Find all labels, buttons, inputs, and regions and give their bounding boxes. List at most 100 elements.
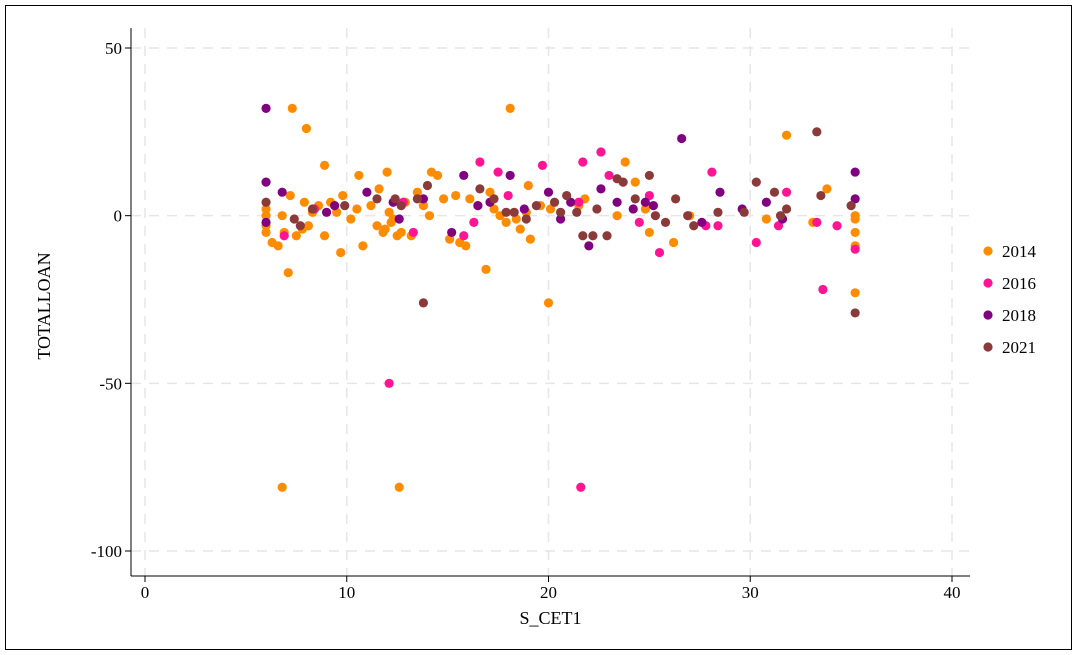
data-point (576, 482, 586, 492)
data-point (715, 187, 725, 197)
data-point (537, 160, 548, 170)
data-point (689, 221, 699, 231)
data-point (459, 231, 469, 241)
data-point (818, 284, 828, 295)
data-point (761, 197, 771, 207)
data-point (832, 221, 842, 231)
data-point (291, 231, 301, 241)
data-point (620, 157, 630, 167)
data-point (545, 204, 556, 214)
data-point (447, 227, 457, 238)
data-point (261, 211, 271, 221)
data-point (301, 123, 311, 134)
data-point (640, 197, 650, 207)
data-point (574, 197, 584, 207)
data-point (630, 194, 640, 204)
data-point (505, 103, 515, 113)
series-2016 (279, 147, 860, 492)
data-points (261, 103, 860, 492)
data-point (769, 187, 780, 197)
data-point (489, 204, 499, 214)
data-point (751, 237, 761, 248)
data-point (549, 197, 560, 207)
y-axis-title: TOTALLOAN (34, 252, 54, 359)
data-point (473, 201, 483, 211)
data-point (515, 224, 525, 234)
data-point (432, 170, 443, 181)
data-point (604, 170, 614, 181)
data-point (584, 241, 594, 251)
data-point (668, 237, 679, 248)
legend-item-2021: 2021 (983, 338, 1036, 357)
data-point (469, 217, 479, 227)
data-point (775, 211, 786, 221)
data-point (592, 204, 602, 214)
y-tick-label: 50 (105, 39, 122, 58)
data-point (424, 211, 435, 221)
data-point (650, 211, 661, 221)
y-tick-label: 0 (114, 207, 123, 226)
x-tick-label: 40 (944, 583, 961, 602)
legend-label: 2014 (1002, 242, 1037, 261)
data-point (384, 207, 394, 217)
axes: 0 10 20 30 40 50 0 -50 -100 (91, 28, 970, 602)
data-point (412, 187, 422, 197)
data-point (277, 187, 287, 197)
data-point (319, 231, 330, 241)
data-point (336, 247, 346, 258)
data-point (543, 187, 554, 197)
data-point (644, 170, 654, 181)
data-point (299, 197, 309, 207)
data-point (578, 157, 588, 167)
data-point (287, 103, 297, 113)
data-point (660, 217, 671, 227)
data-point (438, 194, 449, 204)
legend-item-2014: 2014 (983, 242, 1037, 261)
legend-item-2016: 2016 (983, 274, 1036, 293)
data-point (346, 214, 356, 224)
data-point (850, 227, 860, 238)
data-point (303, 221, 314, 231)
legend-marker (983, 278, 993, 288)
data-point (481, 264, 491, 274)
data-point (340, 201, 350, 211)
data-point (475, 157, 485, 167)
data-point (501, 217, 511, 227)
data-point (261, 227, 271, 238)
x-tick-label: 0 (141, 583, 150, 602)
data-point (485, 187, 495, 197)
data-point (277, 211, 287, 221)
data-point (261, 217, 271, 227)
data-point (505, 170, 515, 181)
legend-marker (983, 246, 993, 256)
data-point (713, 207, 723, 217)
x-tick-label: 10 (338, 583, 355, 602)
data-point (295, 221, 305, 231)
data-point (850, 194, 860, 204)
data-point (384, 378, 394, 388)
data-point (739, 207, 749, 217)
data-point (261, 103, 271, 113)
data-point (846, 201, 856, 211)
data-point (640, 204, 650, 214)
data-point (362, 187, 372, 197)
data-point (654, 247, 665, 258)
data-point (578, 231, 588, 241)
data-point (850, 214, 860, 224)
data-point (773, 221, 784, 231)
data-point (489, 194, 499, 204)
data-point (358, 241, 368, 251)
data-point (562, 190, 572, 201)
legend: 2014 2016 2018 2021 (983, 242, 1037, 357)
data-point (588, 231, 598, 241)
y-tick-label: -100 (91, 542, 122, 561)
data-point (307, 204, 318, 214)
data-point (618, 177, 628, 187)
x-tick-label: 20 (540, 583, 557, 602)
data-point (382, 167, 392, 177)
chart-frame: 0 10 20 30 40 50 0 -50 -100 S_CET1 TOTALLOAN 201… (5, 5, 1072, 650)
data-point (630, 177, 640, 187)
data-point (277, 482, 287, 492)
data-point (644, 227, 654, 238)
data-point (671, 194, 681, 204)
